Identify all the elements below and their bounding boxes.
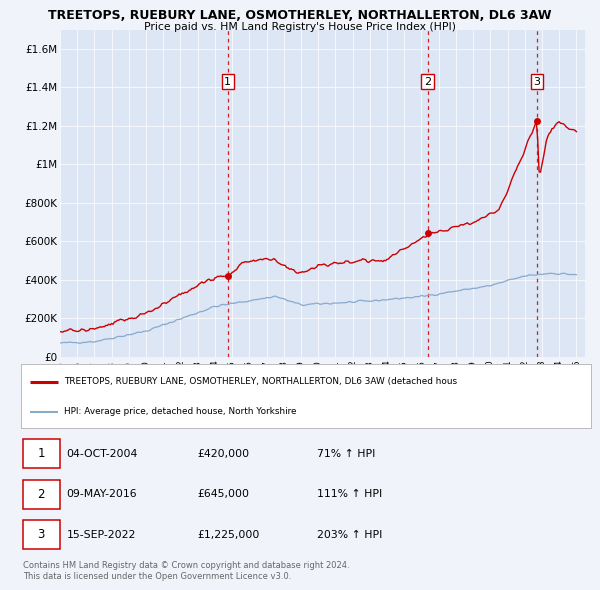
Text: 203% ↑ HPI: 203% ↑ HPI (317, 530, 383, 540)
FancyBboxPatch shape (23, 439, 60, 468)
Text: £420,000: £420,000 (198, 448, 250, 458)
Text: TREETOPS, RUEBURY LANE, OSMOTHERLEY, NORTHALLERTON, DL6 3AW: TREETOPS, RUEBURY LANE, OSMOTHERLEY, NOR… (48, 9, 552, 22)
Text: 3: 3 (38, 528, 45, 541)
Text: HPI: Average price, detached house, North Yorkshire: HPI: Average price, detached house, Nort… (64, 407, 296, 417)
Text: 111% ↑ HPI: 111% ↑ HPI (317, 489, 383, 499)
Text: This data is licensed under the Open Government Licence v3.0.: This data is licensed under the Open Gov… (23, 572, 291, 581)
Text: 04-OCT-2004: 04-OCT-2004 (67, 448, 138, 458)
Text: 1: 1 (224, 77, 232, 87)
Text: 2: 2 (424, 77, 431, 87)
Text: 3: 3 (533, 77, 541, 87)
FancyBboxPatch shape (23, 520, 60, 549)
Text: Contains HM Land Registry data © Crown copyright and database right 2024.: Contains HM Land Registry data © Crown c… (23, 560, 349, 569)
Text: 2: 2 (37, 487, 45, 501)
FancyBboxPatch shape (23, 480, 60, 509)
Text: Price paid vs. HM Land Registry's House Price Index (HPI): Price paid vs. HM Land Registry's House … (144, 22, 456, 32)
Text: £645,000: £645,000 (198, 489, 250, 499)
Text: TREETOPS, RUEBURY LANE, OSMOTHERLEY, NORTHALLERTON, DL6 3AW (detached hous: TREETOPS, RUEBURY LANE, OSMOTHERLEY, NOR… (64, 378, 457, 386)
Text: 71% ↑ HPI: 71% ↑ HPI (317, 448, 376, 458)
Text: 09-MAY-2016: 09-MAY-2016 (67, 489, 137, 499)
Text: £1,225,000: £1,225,000 (198, 530, 260, 540)
Text: 1: 1 (37, 447, 45, 460)
Text: 15-SEP-2022: 15-SEP-2022 (67, 530, 136, 540)
